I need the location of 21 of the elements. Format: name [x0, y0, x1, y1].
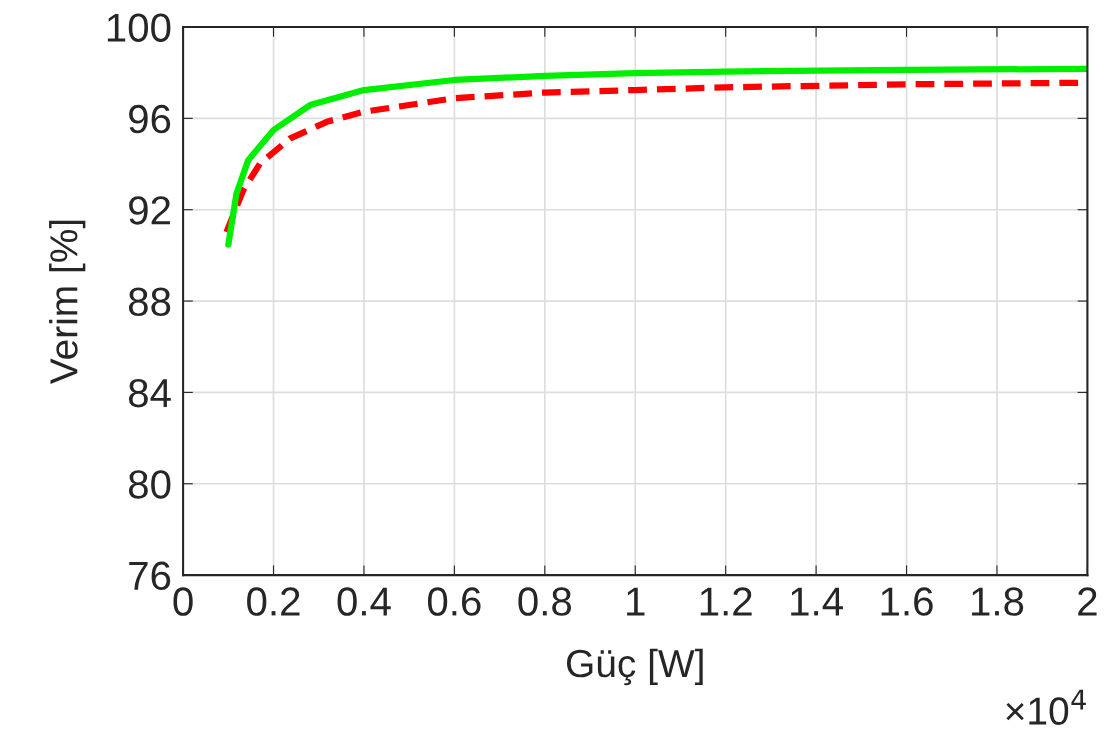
- x-tick-label: 1.4: [791, 587, 843, 616]
- text: ×10$^{4}$: [1006, 689, 1086, 725]
- y-tick-label: 96: [129, 104, 171, 134]
- y-tick-label: 92: [129, 196, 170, 225]
- y-axis-title: Verim [%]: [49, 220, 86, 385]
- x-tick-label: 0.2: [247, 587, 300, 616]
- y-tick-label: 84: [128, 378, 171, 408]
- x-tick-label: 1.8: [972, 587, 1024, 616]
- y-tick-label: 80: [128, 470, 171, 499]
- y-tick-label: 76: [129, 561, 171, 591]
- y-tick-label: 88: [128, 287, 171, 317]
- x-axis-title: Güç [W]: [566, 648, 703, 686]
- x-tick-label: 1: [627, 587, 645, 616]
- x-tick-label: 0.6: [427, 587, 481, 616]
- x-tick-label: 2: [1078, 587, 1097, 616]
- x-tick-label: 0.8: [518, 587, 572, 616]
- x-tick-label: 1.2: [700, 587, 752, 616]
- y-tick-label: 100: [107, 13, 171, 42]
- x-tick-label: 1.6: [881, 587, 933, 616]
- x-tick-label: 0.4: [337, 587, 391, 616]
- x-tick-label: 0: [173, 587, 193, 616]
